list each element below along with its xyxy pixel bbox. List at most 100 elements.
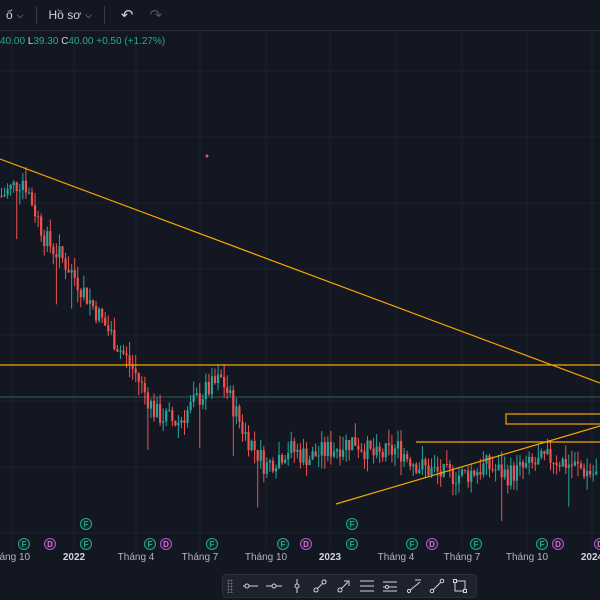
dividend-event-badge[interactable]: D bbox=[300, 538, 312, 550]
candle-body bbox=[177, 422, 180, 426]
profile-menu[interactable]: Hồ sơ ⌵ bbox=[43, 0, 98, 30]
dividend-event-badge[interactable]: D bbox=[160, 538, 172, 550]
drag-handle[interactable] bbox=[227, 579, 233, 593]
candle-body bbox=[210, 376, 214, 395]
candle-body bbox=[162, 421, 165, 423]
candle-body bbox=[363, 451, 366, 459]
candle-body bbox=[274, 468, 278, 472]
candle-body bbox=[91, 300, 95, 306]
fib-icon[interactable] bbox=[355, 575, 378, 597]
dividend-event-badge[interactable]: D bbox=[44, 538, 56, 550]
candle-body bbox=[570, 464, 573, 466]
candle-body bbox=[348, 440, 351, 451]
candle-body bbox=[421, 459, 424, 470]
change-value: +0.50 (+1.27%) bbox=[96, 36, 166, 47]
financials-event-badge[interactable]: F bbox=[277, 538, 289, 550]
candle-body bbox=[427, 465, 430, 476]
candle-body bbox=[143, 382, 146, 393]
candle-body bbox=[323, 442, 326, 457]
close-label: C bbox=[61, 36, 69, 47]
candle-body bbox=[134, 368, 137, 374]
candle-body bbox=[567, 464, 570, 468]
dividend-event-badge[interactable]: D bbox=[426, 538, 438, 550]
candle-body bbox=[308, 459, 311, 466]
candle-body bbox=[409, 459, 412, 467]
candle-body bbox=[3, 194, 6, 197]
candle-body bbox=[555, 462, 558, 466]
candle-body bbox=[445, 463, 448, 465]
financials-event-badge[interactable]: F bbox=[346, 538, 358, 550]
financials-event-badge[interactable]: F bbox=[80, 518, 92, 530]
dividend-event-badge[interactable]: D bbox=[594, 538, 600, 550]
candle-body bbox=[531, 456, 534, 463]
layout-menu[interactable]: ố ⌵ bbox=[0, 0, 30, 30]
financials-event-badge[interactable]: F bbox=[18, 538, 30, 550]
candle-body bbox=[500, 464, 503, 478]
candle-body bbox=[375, 446, 378, 456]
candle-body bbox=[338, 449, 342, 457]
candle-body bbox=[82, 287, 85, 298]
candle-body bbox=[460, 469, 464, 476]
candle-body bbox=[186, 410, 189, 423]
top-toolbar: ố ⌵ Hồ sơ ⌵ ↶ ↷ bbox=[0, 0, 600, 31]
candle-body bbox=[58, 246, 61, 258]
financials-event-badge[interactable]: F bbox=[144, 538, 156, 550]
rectangle-icon[interactable] bbox=[449, 575, 472, 597]
candle-body bbox=[494, 469, 497, 471]
candle-body bbox=[73, 270, 76, 278]
financials-event-badge[interactable]: F bbox=[406, 538, 418, 550]
x-tick-label: 2024 bbox=[580, 552, 600, 563]
candle-body bbox=[271, 460, 275, 472]
candle-body bbox=[448, 464, 451, 469]
candle-body bbox=[235, 406, 238, 417]
drawing-toolbar bbox=[222, 574, 477, 598]
horizontal-ray-icon[interactable] bbox=[239, 575, 262, 597]
candle-body bbox=[488, 455, 491, 470]
candle-body bbox=[55, 254, 58, 258]
candle-body bbox=[85, 287, 88, 304]
candle-body bbox=[314, 451, 317, 457]
line-icon[interactable] bbox=[425, 575, 448, 597]
candle-body bbox=[509, 465, 512, 486]
candle-body bbox=[378, 446, 381, 452]
undo-icon[interactable]: ↶ bbox=[120, 7, 134, 24]
candle-body bbox=[168, 410, 171, 412]
candle-body bbox=[207, 382, 210, 395]
time-axis[interactable]: háng 10 2022 Tháng 4 Tháng 7 Tháng 10 20… bbox=[0, 552, 600, 572]
candle-body bbox=[33, 205, 37, 217]
financials-event-badge[interactable]: F bbox=[536, 538, 548, 550]
horizontal-line-icon[interactable] bbox=[262, 575, 285, 597]
layout-label: ố bbox=[6, 8, 13, 22]
candle-body bbox=[265, 462, 268, 474]
candle-body bbox=[101, 308, 104, 318]
candle-body bbox=[152, 400, 156, 418]
candle-body bbox=[12, 182, 15, 186]
financials-event-badge[interactable]: F bbox=[80, 538, 92, 550]
price-chart[interactable] bbox=[0, 31, 600, 551]
candle-body bbox=[360, 449, 363, 452]
parallel-channel-icon[interactable] bbox=[379, 575, 402, 597]
candle-body bbox=[61, 246, 64, 259]
candle-body bbox=[180, 420, 183, 423]
vertical-line-icon[interactable] bbox=[285, 575, 308, 597]
profile-label: Hồ sơ bbox=[48, 8, 82, 22]
candle-body bbox=[561, 458, 564, 467]
arrow-icon[interactable] bbox=[332, 575, 355, 597]
trend-line-icon[interactable] bbox=[309, 575, 332, 597]
candle-body bbox=[433, 467, 436, 469]
divider bbox=[35, 6, 37, 24]
financials-event-badge[interactable]: F bbox=[470, 538, 482, 550]
redo-icon[interactable]: ↷ bbox=[149, 7, 163, 24]
candle-body bbox=[579, 463, 583, 469]
info-line-icon[interactable] bbox=[402, 575, 425, 597]
candle-body bbox=[229, 390, 232, 393]
candle-body bbox=[503, 469, 506, 478]
dividend-event-badge[interactable]: D bbox=[552, 538, 564, 550]
candle-body bbox=[573, 461, 576, 466]
financials-event-badge[interactable]: F bbox=[206, 538, 218, 550]
candle-body bbox=[479, 471, 482, 475]
candle-body bbox=[259, 450, 262, 461]
financials-event-badge[interactable]: F bbox=[346, 518, 358, 530]
candle-body bbox=[79, 290, 82, 298]
candle-body bbox=[213, 376, 217, 384]
